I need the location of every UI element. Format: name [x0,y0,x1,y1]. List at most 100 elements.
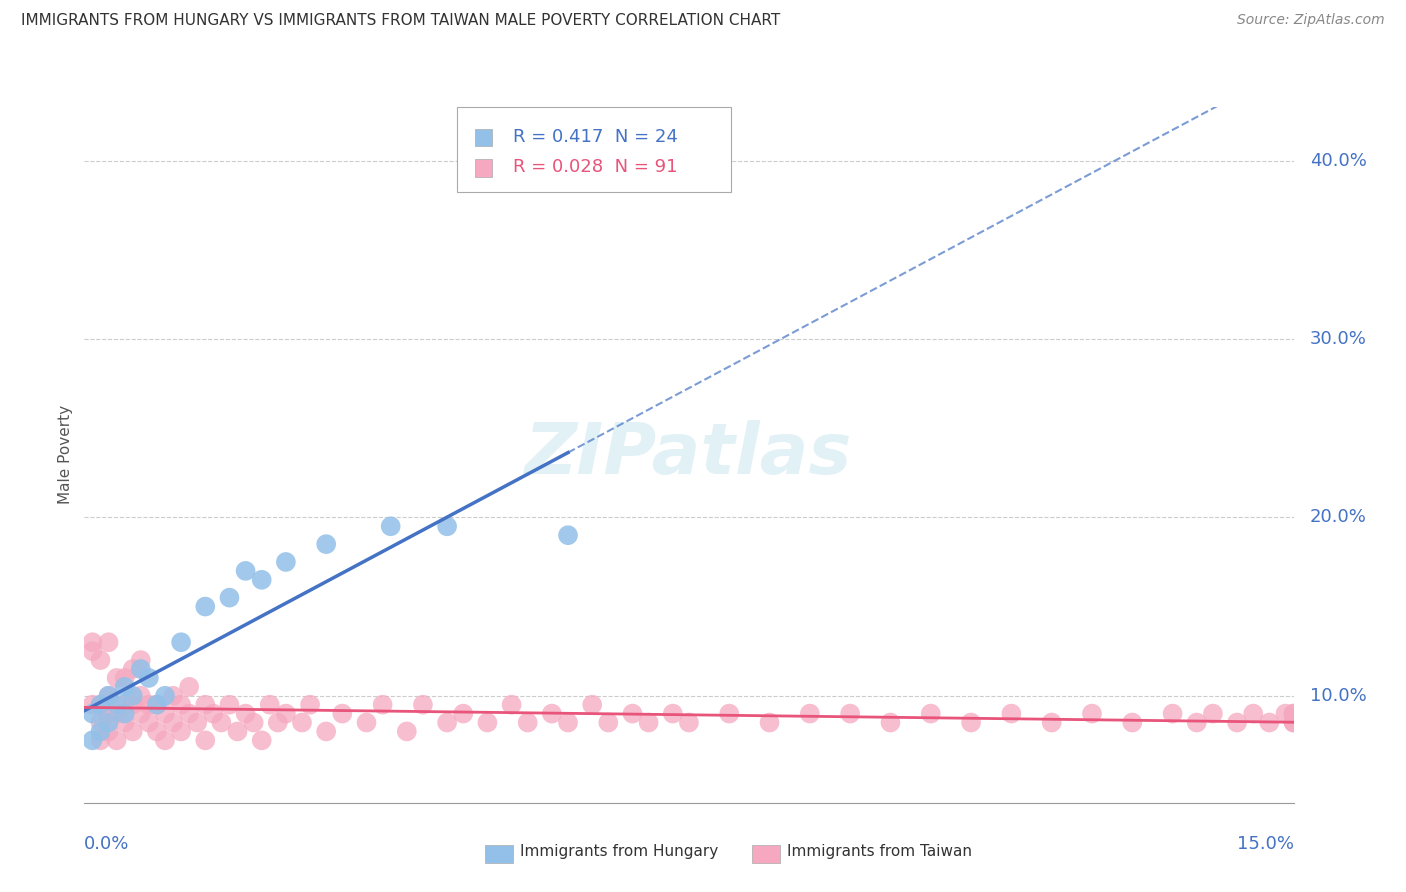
Point [97,706,120,721]
Point [186,715,208,730]
Point [146,698,169,712]
Point [202,706,225,721]
Point [1081,706,1104,721]
Point [371,698,394,712]
Point [242,715,264,730]
Point [129,662,152,676]
Point [129,706,152,721]
Point [129,689,152,703]
Point [1282,706,1305,721]
Point [250,573,273,587]
Point [194,698,217,712]
Point [121,662,143,676]
Point [678,715,700,730]
Point [82,706,104,721]
Point [89,724,111,739]
Point [1000,706,1022,721]
Point [82,635,104,649]
Point [879,715,901,730]
Point [718,706,741,721]
Point [436,715,458,730]
Point [621,706,644,721]
Text: 15.0%: 15.0% [1236,835,1294,853]
Point [121,724,143,739]
Point [839,706,862,721]
Text: ZIPatlas: ZIPatlas [526,420,852,490]
Point [267,715,290,730]
Point [516,715,538,730]
Point [637,715,659,730]
Point [581,698,603,712]
Point [218,591,240,605]
Point [1040,715,1063,730]
Point [436,519,458,533]
Point [501,698,523,712]
Point [315,537,337,551]
Point [179,680,201,694]
Point [235,706,257,721]
Point [114,715,136,730]
Point [557,528,579,542]
Point [1282,706,1305,721]
Point [82,733,104,747]
Point [218,698,240,712]
Point [235,564,257,578]
Point [170,698,193,712]
Point [138,715,160,730]
Point [82,644,104,658]
Point [1202,706,1225,721]
Text: Immigrants from Hungary: Immigrants from Hungary [520,845,718,859]
Point [451,706,474,721]
Point [170,635,193,649]
Point [1282,715,1305,730]
Point [89,653,111,667]
Point [250,733,273,747]
Point [356,715,378,730]
Point [598,715,620,730]
Point [209,715,232,730]
Point [395,724,418,739]
Point [920,706,942,721]
Point [97,715,120,730]
Point [194,733,217,747]
Text: Source: ZipAtlas.com: Source: ZipAtlas.com [1237,13,1385,28]
Point [226,724,249,739]
Point [330,706,353,721]
Text: R = 0.417  N = 24: R = 0.417 N = 24 [513,128,678,145]
Point [299,698,322,712]
Point [97,689,120,703]
Point [97,689,120,703]
Point [162,689,184,703]
Point [179,706,201,721]
Text: 0.0%: 0.0% [84,835,129,853]
Point [1185,715,1208,730]
Point [138,698,160,712]
Point [1161,706,1184,721]
Point [89,715,111,730]
Point [153,733,176,747]
Point [1241,706,1264,721]
Point [89,733,111,747]
Point [1121,715,1143,730]
Point [662,706,685,721]
Point [557,715,579,730]
Point [1282,715,1305,730]
Point [1274,706,1296,721]
Point [114,680,136,694]
Point [1258,715,1281,730]
Point [114,698,136,712]
Point [105,733,128,747]
Point [477,715,499,730]
Text: IMMIGRANTS FROM HUNGARY VS IMMIGRANTS FROM TAIWAN MALE POVERTY CORRELATION CHART: IMMIGRANTS FROM HUNGARY VS IMMIGRANTS FR… [21,13,780,29]
Point [105,706,128,721]
Point [315,724,337,739]
Point [89,698,111,712]
Point [274,706,297,721]
Point [412,698,434,712]
Point [799,706,821,721]
Point [194,599,217,614]
Point [97,635,120,649]
Point [105,671,128,685]
Point [121,698,143,712]
Point [146,724,169,739]
